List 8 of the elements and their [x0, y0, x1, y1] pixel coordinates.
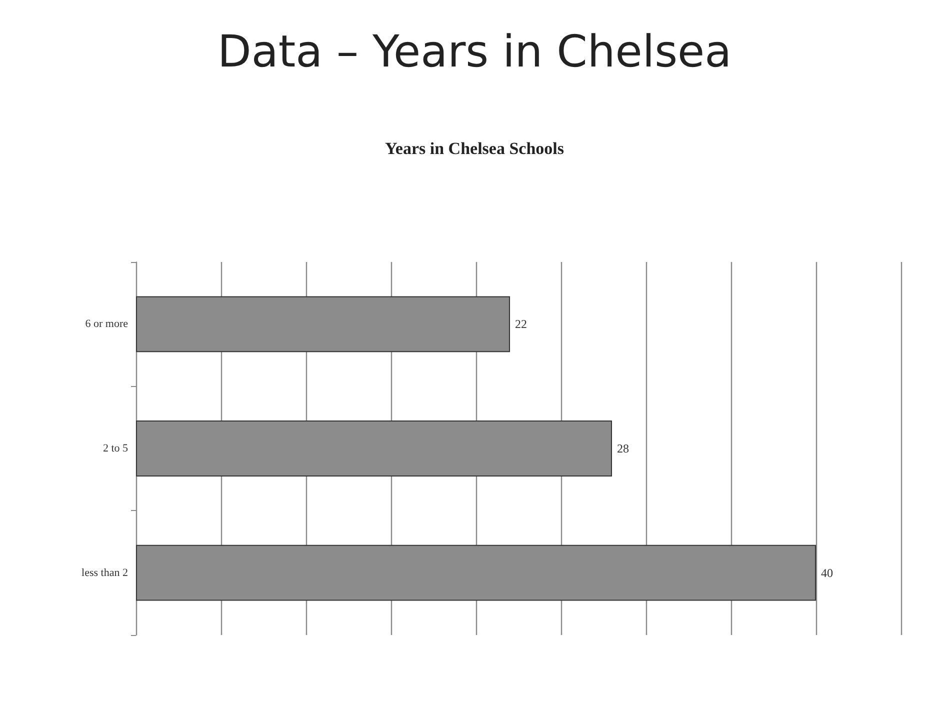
chart-subtitle: Years in Chelsea Schools: [385, 139, 564, 158]
chart-title: Data – Years in Chelsea: [217, 26, 732, 78]
data-label: 40: [821, 566, 833, 580]
data-label: 22: [515, 317, 527, 332]
y-tick-label: 6 or more: [85, 318, 128, 330]
y-tick-label: 2 to 5: [102, 442, 128, 454]
y-tick-label: less than 2: [82, 566, 128, 579]
data-label: 28: [617, 442, 629, 456]
